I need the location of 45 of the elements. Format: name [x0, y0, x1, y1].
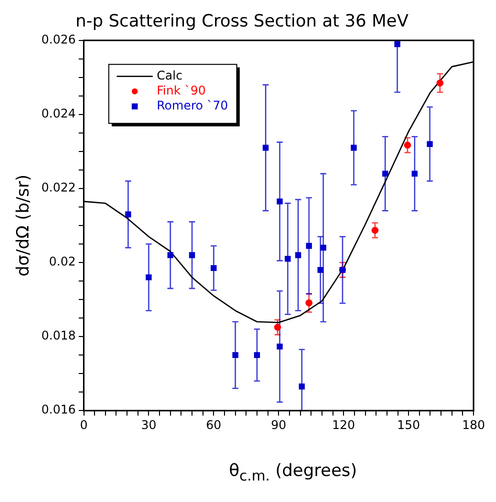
- point: [426, 141, 433, 148]
- point: [382, 170, 388, 177]
- x-tick-label: 120: [332, 418, 356, 432]
- point: [274, 324, 282, 331]
- point: [254, 352, 260, 358]
- point: [262, 144, 269, 151]
- point: [436, 79, 444, 86]
- y-tick-label: 0.02: [49, 254, 76, 269]
- point: [189, 252, 196, 258]
- point: [412, 170, 418, 177]
- point: [284, 256, 291, 262]
- y-tick-label: 0.022: [41, 180, 76, 195]
- chart-title: n-p Scattering Cross Section at 36 MeV: [76, 12, 409, 32]
- point: [167, 252, 174, 258]
- legend-label: Fink `90: [156, 84, 206, 98]
- legend-label: Calc: [156, 68, 182, 83]
- point: [394, 41, 400, 48]
- legend-label: Romero `70: [156, 98, 228, 113]
- point: [295, 252, 302, 258]
- point: [305, 299, 312, 306]
- y-tick-label: 0.024: [41, 106, 76, 121]
- point: [306, 242, 312, 249]
- x-tick-label: 60: [206, 418, 222, 432]
- x-tick-label: 180: [462, 418, 485, 432]
- x-tick-label: 150: [397, 418, 420, 432]
- point: [276, 198, 283, 204]
- y-axis-title: dσ/dΩ (b/sr): [14, 174, 34, 277]
- point: [298, 384, 305, 390]
- y-tick-label: 0.018: [41, 328, 76, 343]
- x-axis-title: θ$_{c.m.}$ (degrees): [228, 460, 358, 484]
- x-tick-label: 0: [80, 418, 88, 432]
- point: [210, 265, 217, 272]
- point: [317, 266, 324, 273]
- point: [320, 244, 326, 251]
- point: [232, 352, 238, 358]
- x-tick-label: 30: [141, 418, 156, 432]
- point: [276, 344, 283, 350]
- point: [350, 144, 357, 151]
- point: [404, 142, 411, 149]
- point: [125, 211, 132, 218]
- y-tick-label: 0.026: [41, 32, 76, 47]
- x-tick-label: 90: [271, 418, 286, 432]
- point: [146, 274, 152, 280]
- point: [372, 226, 379, 234]
- y-tick-label: 0.016: [41, 402, 76, 417]
